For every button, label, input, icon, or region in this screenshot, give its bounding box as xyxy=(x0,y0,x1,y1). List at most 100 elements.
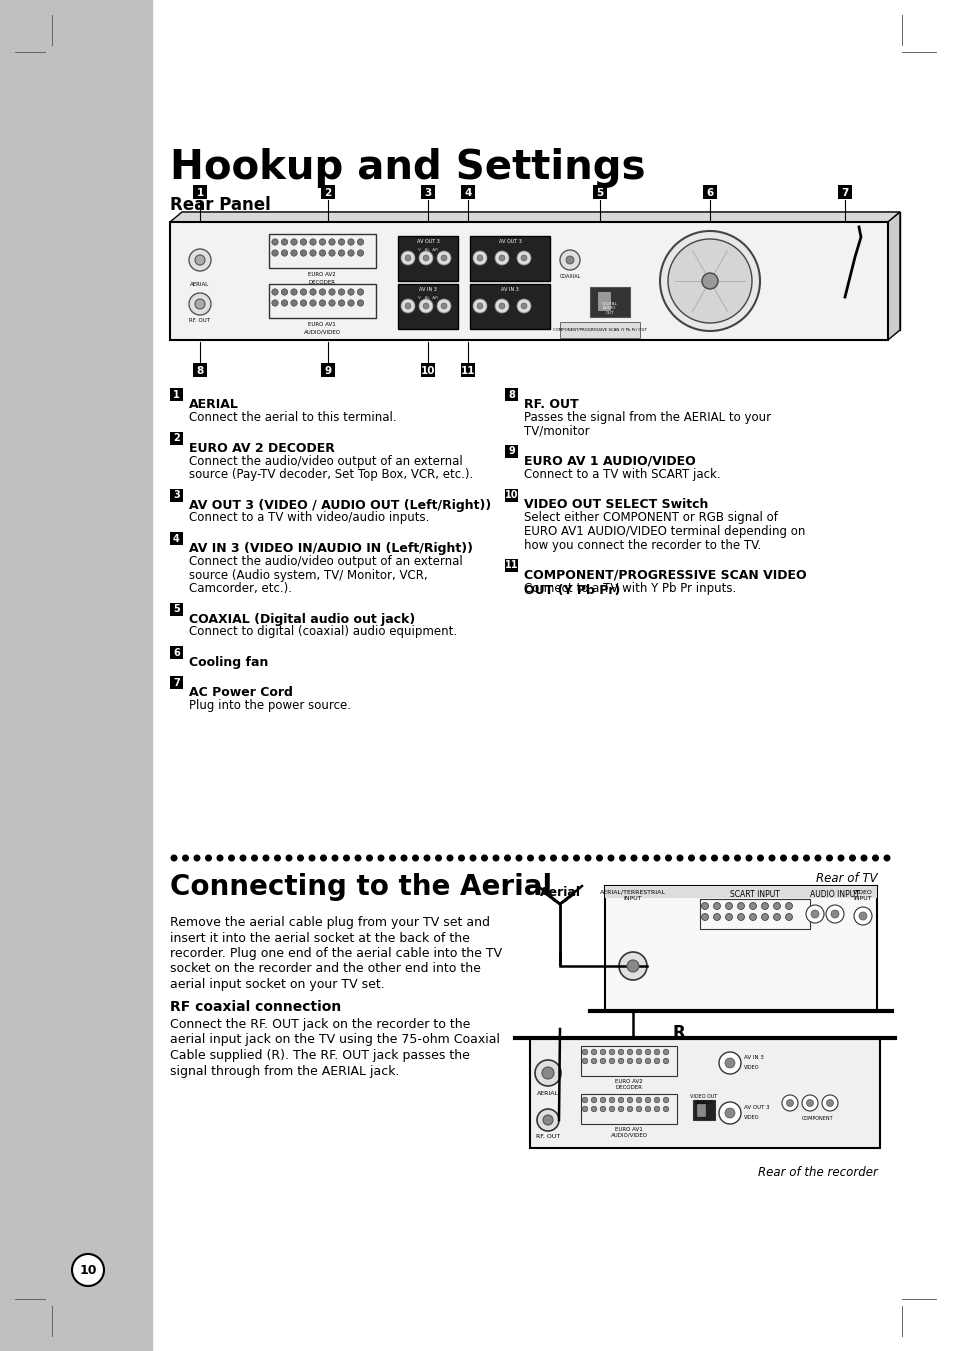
Circle shape xyxy=(272,300,278,307)
Text: RF. OUT: RF. OUT xyxy=(536,1133,559,1139)
Circle shape xyxy=(338,250,344,257)
Circle shape xyxy=(535,1061,560,1086)
Circle shape xyxy=(252,855,257,861)
Circle shape xyxy=(737,913,743,920)
Circle shape xyxy=(719,1102,740,1124)
Circle shape xyxy=(405,303,411,309)
Text: AERIAL: AERIAL xyxy=(189,399,238,411)
Text: how you connect the recorder to the TV.: how you connect the recorder to the TV. xyxy=(523,539,760,551)
Bar xyxy=(397,284,457,330)
Circle shape xyxy=(493,855,498,861)
Text: AV OUT 3: AV OUT 3 xyxy=(416,239,439,245)
Circle shape xyxy=(436,251,451,265)
Circle shape xyxy=(300,300,306,307)
Text: 3: 3 xyxy=(424,188,431,197)
Text: Connect to a TV with SCART jack.: Connect to a TV with SCART jack. xyxy=(523,467,720,481)
Circle shape xyxy=(217,855,223,861)
Text: Cable supplied (R). The RF. OUT jack passes the: Cable supplied (R). The RF. OUT jack pas… xyxy=(170,1048,470,1062)
Circle shape xyxy=(281,300,288,307)
Circle shape xyxy=(858,912,866,920)
Text: AV IN 3: AV IN 3 xyxy=(743,1055,763,1061)
Circle shape xyxy=(781,1096,797,1111)
Circle shape xyxy=(319,239,325,245)
Text: 5: 5 xyxy=(596,188,603,197)
Text: R: R xyxy=(672,1024,685,1042)
Bar xyxy=(170,646,183,659)
Circle shape xyxy=(609,1106,614,1112)
Circle shape xyxy=(626,1097,632,1102)
Circle shape xyxy=(400,251,415,265)
Text: 6: 6 xyxy=(172,647,180,658)
Circle shape xyxy=(240,855,246,861)
Bar xyxy=(470,284,550,330)
Circle shape xyxy=(300,239,306,245)
Circle shape xyxy=(810,911,818,917)
Circle shape xyxy=(470,855,476,861)
Circle shape xyxy=(338,300,344,307)
Circle shape xyxy=(618,1106,623,1112)
Circle shape xyxy=(517,299,531,313)
Text: VIDEO OUT
SELECT: VIDEO OUT SELECT xyxy=(690,1094,717,1105)
Bar xyxy=(193,363,207,377)
Circle shape xyxy=(520,303,526,309)
Text: insert it into the aerial socket at the back of the: insert it into the aerial socket at the … xyxy=(170,931,470,944)
Bar xyxy=(170,431,183,444)
Circle shape xyxy=(481,855,487,861)
Bar xyxy=(420,185,435,199)
Circle shape xyxy=(473,299,486,313)
Circle shape xyxy=(300,250,306,257)
Text: Connect the audio/video output of an external: Connect the audio/video output of an ext… xyxy=(189,454,462,467)
Text: AC Power Cord: AC Power Cord xyxy=(189,686,293,698)
Circle shape xyxy=(348,250,354,257)
Text: 10: 10 xyxy=(504,490,517,500)
Bar xyxy=(320,185,335,199)
Circle shape xyxy=(286,855,292,861)
Circle shape xyxy=(206,855,211,861)
Bar xyxy=(593,185,606,199)
Text: Hookup and Settings: Hookup and Settings xyxy=(170,149,645,188)
Circle shape xyxy=(626,961,639,971)
Circle shape xyxy=(422,303,429,309)
Bar xyxy=(460,363,475,377)
Circle shape xyxy=(700,913,708,920)
Circle shape xyxy=(189,249,211,272)
Bar xyxy=(504,489,517,501)
Text: VIDEO OUT SELECT Switch: VIDEO OUT SELECT Switch xyxy=(523,499,708,512)
Text: EURO AV1
AUDIO/VIDEO: EURO AV1 AUDIO/VIDEO xyxy=(610,1127,647,1138)
Text: VIDEO: VIDEO xyxy=(743,1115,759,1120)
Bar xyxy=(170,388,183,401)
Bar xyxy=(170,676,183,689)
Circle shape xyxy=(608,855,613,861)
Text: AERIAL: AERIAL xyxy=(537,1092,558,1096)
Text: Select either COMPONENT or RGB signal of: Select either COMPONENT or RGB signal of xyxy=(523,512,777,524)
Circle shape xyxy=(757,855,762,861)
Circle shape xyxy=(636,1097,641,1102)
Circle shape xyxy=(853,907,871,925)
Circle shape xyxy=(599,1097,605,1102)
Circle shape xyxy=(724,1108,734,1119)
Polygon shape xyxy=(887,212,899,340)
Circle shape xyxy=(688,855,694,861)
Text: Connect the RF. OUT jack on the recorder to the: Connect the RF. OUT jack on the recorder… xyxy=(170,1019,470,1031)
Circle shape xyxy=(737,902,743,909)
Bar xyxy=(589,286,629,317)
Circle shape xyxy=(348,239,354,245)
Circle shape xyxy=(272,250,278,257)
Text: DECODER: DECODER xyxy=(308,280,335,285)
Circle shape xyxy=(636,1106,641,1112)
Circle shape xyxy=(495,299,509,313)
Circle shape xyxy=(760,913,768,920)
Circle shape xyxy=(573,855,578,861)
Text: recorder. Plug one end of the aerial cable into the TV: recorder. Plug one end of the aerial cab… xyxy=(170,947,501,961)
Circle shape xyxy=(319,250,325,257)
Circle shape xyxy=(436,855,441,861)
Text: Connect to digital (coaxial) audio equipment.: Connect to digital (coaxial) audio equip… xyxy=(189,626,456,639)
Circle shape xyxy=(626,1050,632,1055)
Circle shape xyxy=(581,1106,587,1112)
Circle shape xyxy=(618,1058,623,1063)
Circle shape xyxy=(332,855,337,861)
Text: 1: 1 xyxy=(196,188,203,197)
Circle shape xyxy=(366,855,372,861)
Circle shape xyxy=(542,1115,553,1125)
Bar xyxy=(559,322,639,338)
